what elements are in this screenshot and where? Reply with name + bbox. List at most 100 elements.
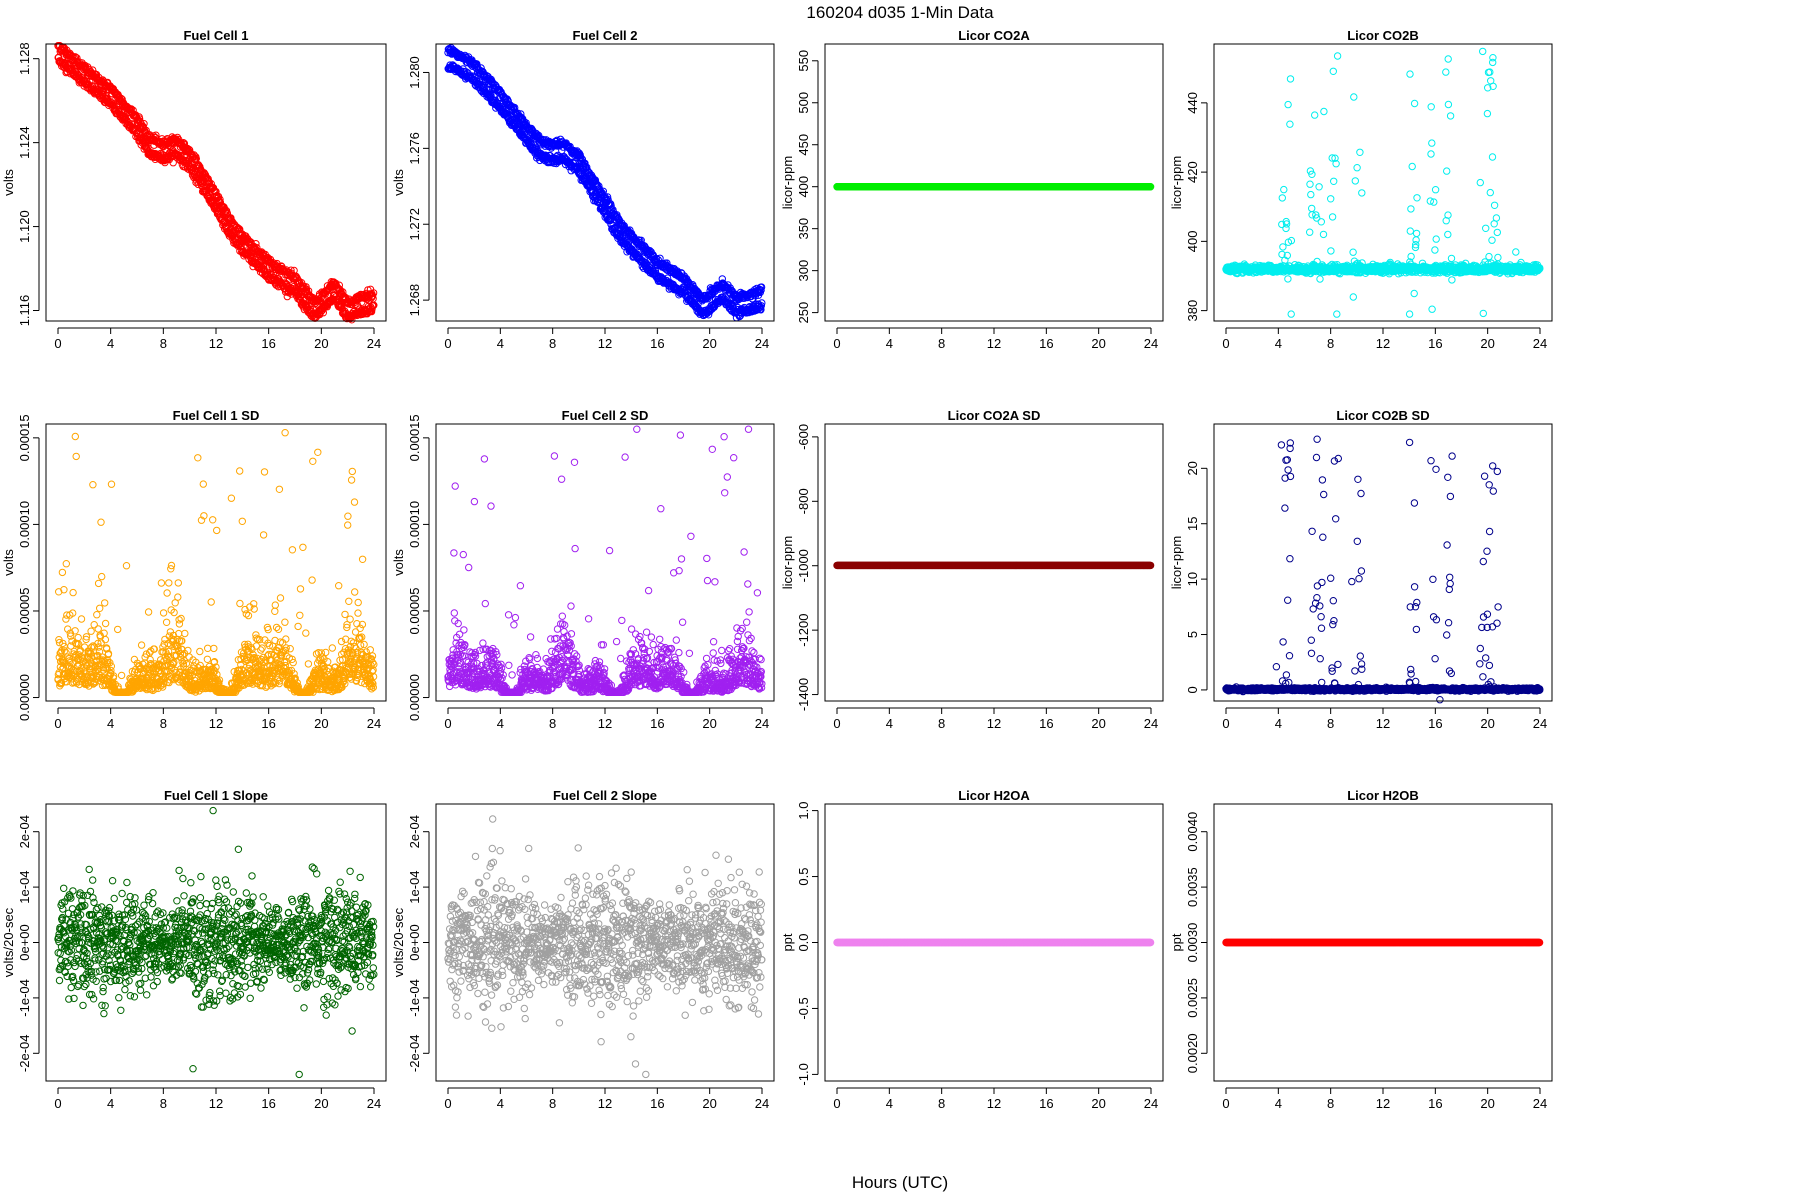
data-point (1280, 185, 1288, 194)
panel-2: Fuel Cell 20 4 8 12 16 20 241.2681.2721.2761.2… (391, 28, 775, 351)
x-tick-label: 4 (107, 336, 114, 351)
data-points (444, 44, 766, 322)
data-point (1328, 213, 1337, 221)
data-point (1327, 247, 1335, 255)
y-tick-label: 1.120 (17, 210, 32, 243)
y-tick-label: 1.128 (17, 42, 32, 75)
y-tick-label: 1.272 (407, 208, 422, 241)
x-tick-label: 12 (598, 336, 612, 351)
data-point (1351, 177, 1360, 185)
data-point (1308, 204, 1316, 213)
data-point (1444, 230, 1452, 239)
data-point (1412, 229, 1421, 238)
data-point (1410, 289, 1418, 298)
data-point (1427, 103, 1435, 111)
data-point (1278, 194, 1287, 202)
data-point (1349, 293, 1358, 301)
x-tick-label: 20 (314, 336, 328, 351)
panels: Fuel Cell 1 0 4 8 12 16 20 24 1.116 1.120 1.124 1.1… (1, 28, 1553, 1111)
x-tick-label: 12 (209, 336, 223, 351)
x-tick-label: 0 (444, 336, 451, 351)
data-point (1317, 218, 1326, 226)
data-point (1494, 253, 1502, 262)
data-point (1406, 227, 1415, 235)
data-point (1486, 188, 1495, 197)
data-point (1488, 153, 1497, 161)
data-point (1444, 211, 1452, 219)
data-point (169, 159, 177, 167)
y-tick-label: 550 (796, 50, 811, 72)
data-point (1353, 164, 1361, 172)
y-tick-label: 250 (796, 302, 811, 324)
data-point (1306, 180, 1314, 188)
data-point (1476, 178, 1485, 187)
data-points (54, 42, 378, 324)
x-tick-label: 24 (755, 336, 769, 351)
data-point (1320, 107, 1328, 116)
x-tick-label: 0 (54, 336, 61, 351)
data-point (1443, 167, 1451, 175)
panel-title: Fuel Cell 1 (183, 28, 248, 43)
data-point (1284, 100, 1292, 109)
y-tick-label: 500 (796, 92, 811, 114)
data-points (1222, 47, 1544, 318)
x-tick-label: 16 (1039, 336, 1053, 351)
y-tick-label: 350 (796, 218, 811, 240)
data-point (1447, 254, 1456, 263)
data-point (1413, 194, 1421, 202)
y-tick-label: 1.280 (407, 56, 422, 89)
data-point (1428, 305, 1436, 313)
y-axis-label: volts (1, 169, 16, 196)
data-point (1286, 120, 1294, 128)
data-point (1316, 275, 1324, 283)
data-point (1327, 195, 1335, 203)
x-tick-label: 8 (938, 336, 945, 351)
data-point (1405, 310, 1414, 318)
panel-1: Fuel Cell 1 0 4 8 12 16 20 24 1.116 1.120 1.124 1.1… (1, 28, 387, 351)
x-tick-label: 20 (1091, 336, 1105, 351)
panel-title: Licor CO2B (1347, 28, 1419, 43)
plot-frame (824, 43, 1164, 322)
y-tick-label: 1.276 (407, 132, 422, 165)
data-point (1333, 52, 1342, 60)
data-point (1489, 54, 1497, 62)
data-point (1358, 189, 1366, 197)
data-point (1333, 310, 1341, 318)
data-point (1307, 190, 1315, 199)
data-point (1284, 275, 1292, 283)
data-point (1427, 150, 1435, 158)
data-point (1356, 148, 1364, 157)
data-point (1350, 93, 1358, 101)
y-tick-label: 1.124 (17, 126, 32, 159)
data-point (1442, 68, 1450, 76)
data-point (1490, 201, 1499, 210)
y-tick-label: 1.116 (17, 295, 32, 327)
data-point (1319, 230, 1328, 239)
data-point (1406, 70, 1414, 78)
page-title: 160204 d035 1-Min Data (806, 3, 994, 22)
data-point (1444, 100, 1453, 109)
data-point (1311, 111, 1319, 119)
data-point (1286, 75, 1295, 83)
x-tick-label: 24 (1144, 336, 1158, 351)
y-axis-label: licor-ppm (780, 156, 795, 209)
data-point (1410, 99, 1419, 108)
data-point (1315, 183, 1323, 191)
data-point (1428, 139, 1436, 147)
data-point (1412, 236, 1420, 244)
y-axis-label: volts (391, 169, 406, 196)
x-tick-label: 24 (367, 336, 381, 351)
data-point (1349, 248, 1357, 256)
data-point (1432, 235, 1440, 243)
x-tick-label: 8 (549, 336, 556, 351)
x-tick-label: 4 (497, 336, 504, 351)
y-tick-label: 450 (796, 134, 811, 156)
data-point (140, 120, 148, 128)
data-point (1407, 205, 1415, 213)
x-tick-label: 8 (160, 336, 167, 351)
x-tick-label: 16 (261, 336, 275, 351)
y-tick-label: 300 (796, 260, 811, 282)
data-points (833, 183, 1155, 191)
